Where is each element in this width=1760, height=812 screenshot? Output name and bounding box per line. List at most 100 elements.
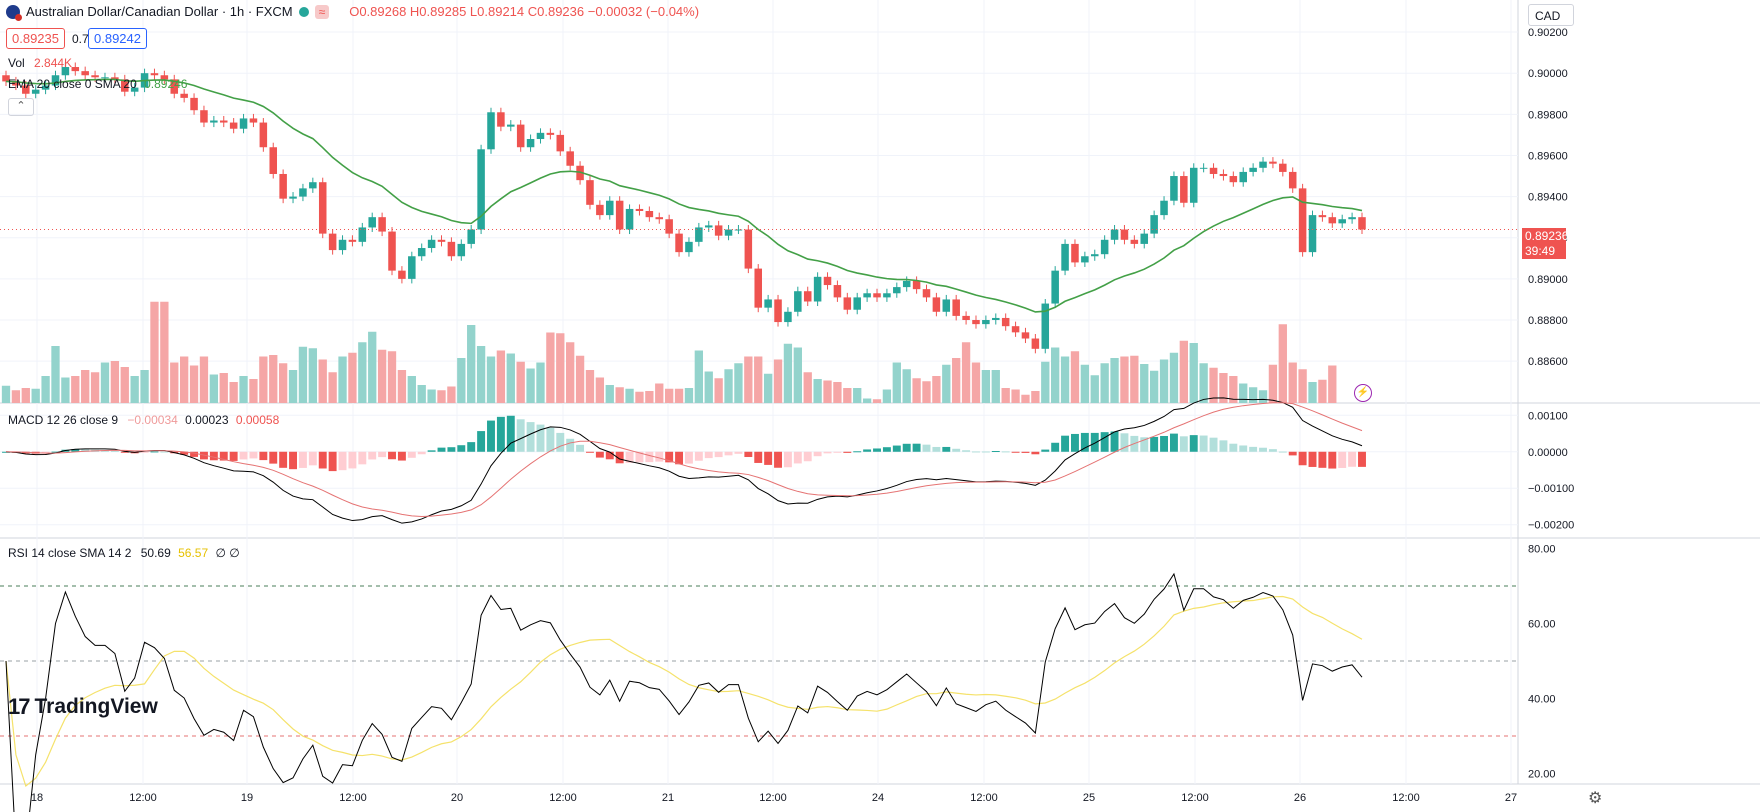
volume-bar: [1239, 383, 1248, 403]
macd-histogram-bar: [635, 451, 644, 463]
volume-bar: [843, 388, 852, 403]
volume-bar: [1001, 388, 1010, 403]
volume-bar: [486, 356, 496, 403]
candle-body: [922, 289, 931, 298]
candle-body: [685, 241, 693, 253]
volume-bar: [308, 348, 317, 403]
macd-histogram-bar: [873, 448, 881, 452]
macd-histogram-bar: [358, 451, 367, 465]
chevron-up-icon[interactable]: ⌃: [8, 98, 34, 116]
macd-histogram-bar: [734, 451, 743, 454]
candle-body: [972, 320, 980, 325]
macd-histogram-bar: [1169, 433, 1178, 452]
vol-value: 2.844K: [34, 56, 73, 70]
candle-body: [1140, 233, 1149, 244]
volume-bar: [1060, 356, 1070, 403]
candle-body: [962, 315, 970, 321]
candle-body: [833, 285, 842, 298]
rsi-legend: RSI 14 close SMA 14 2 50.69 56.57 ∅ ∅: [8, 546, 240, 560]
candle-body: [744, 229, 753, 269]
macd-histogram-bar: [397, 451, 406, 461]
volume-bar: [219, 373, 228, 403]
macd-histogram-bar: [199, 451, 208, 460]
volume-bar: [773, 359, 783, 403]
compare-icon[interactable]: ≈: [314, 4, 330, 19]
tradingview-logo[interactable]: 17 TradingView: [8, 694, 158, 720]
candle-body: [31, 89, 40, 94]
volume-bar: [1278, 324, 1287, 403]
candle-body: [1041, 303, 1050, 349]
volume-bar: [41, 376, 50, 403]
gear-icon[interactable]: ⚙: [1588, 790, 1603, 807]
candle-body: [1318, 215, 1327, 218]
volume-bar: [239, 376, 248, 403]
candle-body: [190, 97, 198, 111]
volume-bar: [249, 379, 258, 403]
candle-body: [675, 233, 683, 253]
x-tick-label: 12:00: [549, 792, 577, 804]
candle-body: [942, 299, 951, 312]
buy-button[interactable]: 0.89242: [88, 28, 147, 49]
volume-bar: [71, 376, 80, 403]
volume-bar: [288, 370, 298, 403]
macd-histogram-bar: [615, 451, 624, 464]
macd-histogram-bar: [536, 424, 545, 452]
candle-body: [1288, 171, 1297, 189]
candle-body: [1279, 163, 1287, 172]
macd-histogram-bar: [1011, 451, 1020, 453]
candle-body: [754, 268, 762, 308]
candle-body: [556, 134, 565, 152]
volume-bar: [31, 388, 40, 403]
macd-histogram-bar: [684, 451, 693, 464]
macd-histogram-bar: [308, 451, 317, 466]
volume-bar: [81, 370, 90, 403]
candle-body: [883, 293, 891, 298]
macd-histogram-bar: [190, 451, 199, 457]
symbol-header: Australian Dollar/Canadian Dollar · 1h ·…: [6, 4, 700, 21]
candle-body: [1180, 176, 1188, 203]
volume-bar: [467, 325, 476, 403]
macd-histogram-bar: [1160, 435, 1169, 452]
macd-histogram-bar: [863, 449, 872, 452]
candle-body: [170, 79, 179, 94]
x-tick-label: 12:00: [970, 792, 998, 804]
symbol-title[interactable]: Australian Dollar/Canadian Dollar · 1h ·…: [26, 4, 293, 19]
lightning-icon[interactable]: ⚡: [1354, 384, 1372, 402]
volume-bar: [605, 385, 614, 403]
candle-body: [398, 270, 406, 279]
candle-body: [853, 297, 861, 310]
macd-histogram-bar: [496, 416, 505, 452]
sell-button[interactable]: 0.89235: [6, 28, 65, 49]
volume-bar: [704, 371, 713, 403]
volume-bar: [447, 386, 456, 403]
volume-bar: [635, 391, 644, 403]
candle-body: [210, 120, 218, 123]
candle-body: [635, 208, 644, 211]
macd-histogram-bar: [942, 446, 951, 452]
x-tick-label: 19: [241, 792, 253, 804]
macd-histogram-bar: [348, 451, 357, 469]
rsi-value-2: 56.57: [178, 546, 209, 560]
volume-bar: [882, 389, 892, 403]
candle-body: [1259, 161, 1267, 168]
candle-body: [724, 229, 733, 236]
rsi-label: RSI 14 close SMA 14 2: [8, 546, 132, 560]
volume-bar: [892, 362, 901, 403]
volume-bar: [1179, 340, 1188, 403]
volume-bar: [100, 362, 110, 403]
volume-bar: [1120, 356, 1129, 403]
candle-body: [22, 85, 30, 94]
ohlc-values: O0.89268 H0.89285 L0.89214 C0.89236 −0.0…: [349, 4, 700, 19]
currency-select[interactable]: CAD: [1528, 4, 1574, 26]
volume-bar: [1169, 352, 1179, 403]
candle-body: [1021, 332, 1030, 339]
candle-body: [229, 122, 238, 129]
volume-bar: [110, 361, 120, 403]
volume-bar: [566, 342, 575, 403]
volume-bar: [714, 378, 723, 403]
macd-histogram-bar: [724, 451, 733, 456]
macd-histogram-bar: [556, 432, 565, 452]
x-tick-label: 24: [872, 792, 884, 804]
volume-bar: [338, 356, 347, 403]
